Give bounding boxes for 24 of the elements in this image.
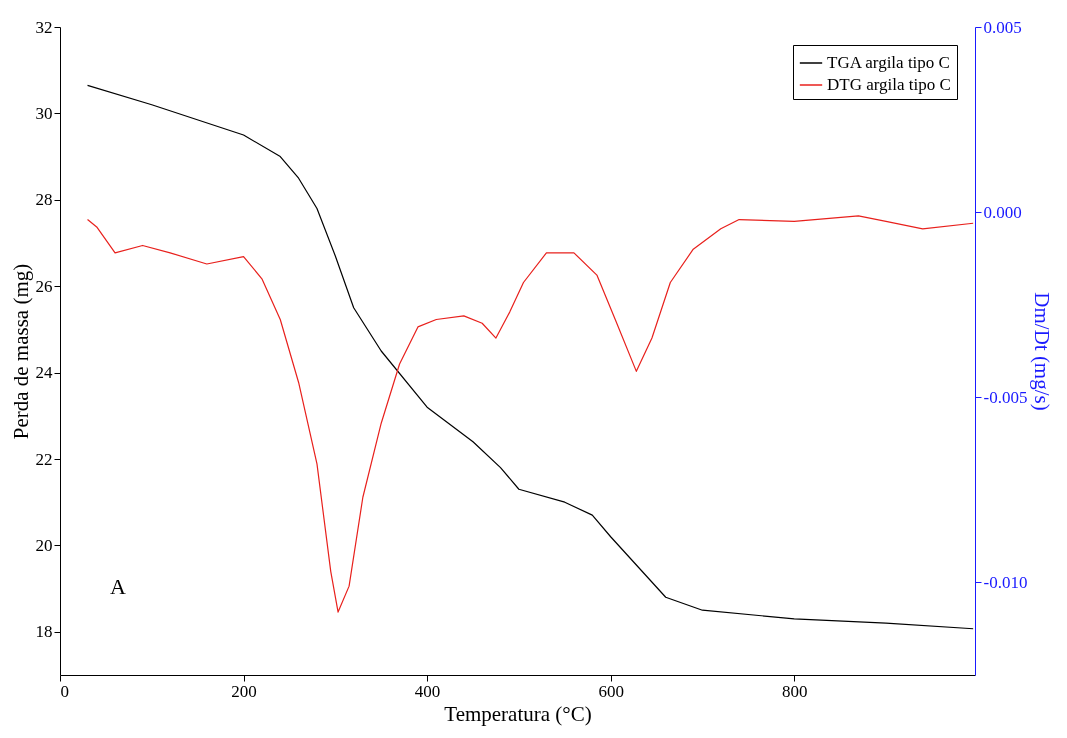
- y-tick-label: 22: [35, 449, 53, 469]
- legend-label: DTG argila tipo C: [827, 75, 951, 94]
- x-tick-label: 600: [598, 681, 624, 701]
- y-tick-label: 24: [35, 363, 53, 383]
- y2-tick-label: -0.005: [983, 387, 1028, 407]
- y-tick-label: 28: [35, 190, 53, 210]
- y-tick-label: 20: [35, 535, 53, 555]
- y-axis-title: Perda de massa (mg): [8, 263, 33, 440]
- y-tick-label: 32: [35, 17, 53, 37]
- x-tick-label: 400: [414, 681, 441, 701]
- annotation: A: [110, 574, 127, 599]
- legend-label: TGA argila tipo C: [827, 53, 950, 72]
- y2-axis-title: Dm/Dt (mg/s): [1030, 292, 1055, 411]
- y-tick-label: 26: [35, 276, 53, 296]
- line-series: [86, 215, 974, 613]
- y2-tick-label: -0.010: [983, 572, 1028, 592]
- x-axis-title: Temperatura (°C): [444, 701, 592, 726]
- y-tick-label: 30: [35, 103, 53, 123]
- x-tick-label: 0: [60, 681, 69, 701]
- y2-tick-label: 0.005: [983, 17, 1022, 37]
- y2-tick-label: 0.000: [983, 202, 1022, 222]
- y-tick-label: 18: [35, 622, 53, 642]
- x-tick-label: 200: [231, 681, 257, 701]
- x-tick-label: 800: [781, 681, 808, 701]
